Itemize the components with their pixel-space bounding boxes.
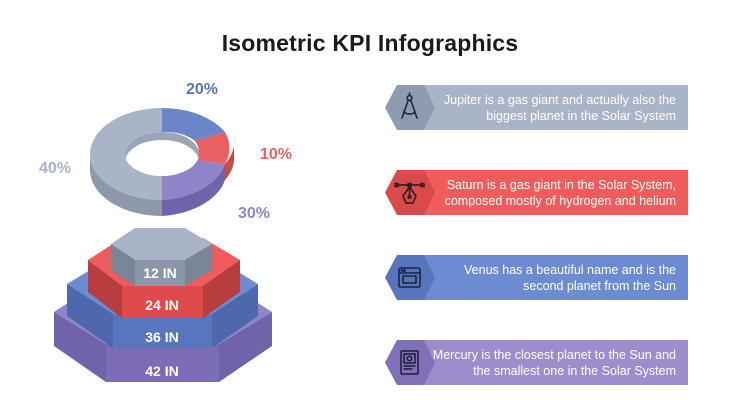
banner-hex [385,255,435,300]
donut-segment-40 [90,108,162,200]
tier-36-side-right [212,284,258,348]
donut-side-red [225,138,235,180]
info-banner-jupiter: Jupiter is a gas giant and actually also… [385,85,688,130]
design-document-icon [400,350,419,375]
tier-label-12: 12 IN [143,265,176,281]
tier-42-side-right [219,312,272,382]
banner-text-jupiter: Jupiter is a gas giant and actually also… [443,92,676,123]
banner-bar [405,340,688,385]
tier-12-front [135,260,185,286]
donut-side-purple [162,164,225,216]
donut-segment-20 [162,108,225,141]
tier-36-side-left [67,284,113,348]
donut-chart [90,108,235,216]
donut-segment-30 [162,160,225,200]
donut-side-gray [90,154,162,216]
donut-label-30: 30% [238,205,271,222]
info-banner-mercury: Mercury is the closest planet to the Sun… [385,340,688,385]
donut-hole [125,132,199,176]
pen-tool-icon [394,182,425,204]
info-banner-saturn: Saturn is a gas giant in the Solar Syste… [385,170,688,215]
tier-label-24: 24 IN [145,297,178,313]
tier-24-side-left [88,260,122,318]
banner-bar [405,170,688,215]
banner-bar [405,85,688,130]
tier-12-side-right [185,244,212,286]
banner-text-venus: Venus has a beautiful name and is the se… [464,262,676,293]
banner-bar [405,255,688,300]
compass-icon [401,92,418,119]
tier-12-top [111,228,212,260]
tier-42-front [106,344,219,382]
tier-24-side-right [203,260,240,318]
tier-label-42: 42 IN [145,363,178,379]
tier-label-36: 36 IN [145,329,178,345]
donut-hole-inner-wall [125,132,199,162]
info-banner-venus: Venus has a beautiful name and is the se… [385,255,688,300]
banner-text-mercury: Mercury is the closest planet to the Sun… [432,347,676,378]
banner-text-saturn: Saturn is a gas giant in the Solar Syste… [444,177,676,208]
tier-42-side-left [54,312,106,382]
browser-window-icon [398,267,421,288]
donut-label-10: 10% [260,146,293,163]
banner-hex [385,85,435,130]
donut-label-20: 20% [186,81,219,98]
donut-segment-10 [195,132,230,164]
page-title: Isometric KPI Infographics [221,30,519,56]
tier-24-front [122,286,203,318]
pyramid-chart: 12 IN 24 IN 36 IN 42 IN [54,228,272,382]
donut-label-40: 40% [39,160,72,177]
tier-36-front [113,314,212,348]
tier-12-side-left [111,244,135,286]
